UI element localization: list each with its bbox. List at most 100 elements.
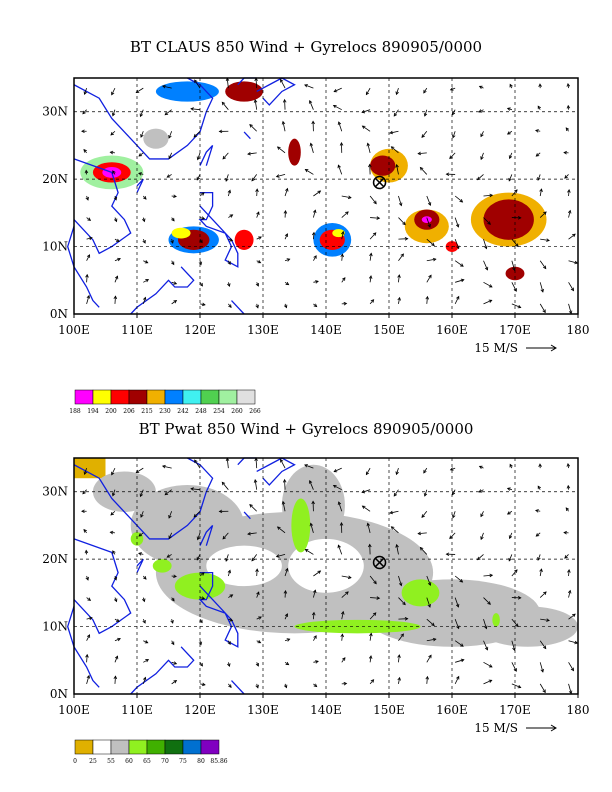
wind-arrow <box>143 659 149 663</box>
wind-arrowhead <box>173 281 178 285</box>
wind-arrowhead <box>342 277 346 281</box>
wind-arrow <box>341 575 352 579</box>
coastline <box>73 538 132 635</box>
reference-vector-head <box>550 344 557 352</box>
wind-arrowhead <box>390 146 395 150</box>
wind-arrowhead <box>88 236 93 241</box>
wind-arrowhead <box>282 98 287 103</box>
wind-arrowhead <box>142 598 146 603</box>
wind-arrow <box>112 489 116 496</box>
cloud-region <box>234 229 254 250</box>
wind-arrow <box>199 683 206 686</box>
reference-vector-label: 15 M/S <box>474 341 518 355</box>
wind-arrowhead <box>285 567 289 572</box>
wind-arrow <box>341 195 352 199</box>
wind-arrowhead <box>398 202 403 207</box>
wind-arrowhead <box>506 487 511 491</box>
wind-arrow <box>366 467 371 475</box>
wind-arrow <box>396 87 399 95</box>
wind-arrowhead <box>337 501 342 506</box>
wind-arrow <box>86 237 93 240</box>
legend-label: 85.86 <box>210 758 227 765</box>
panel1-title: BT CLAUS 850 Wind + Gyrelocs 890905/0000 <box>129 38 483 56</box>
wind-arrow <box>396 544 399 555</box>
wind-arrowhead <box>258 236 262 240</box>
coastline <box>136 178 144 193</box>
wind-arrow <box>564 174 569 179</box>
legend-swatch <box>164 389 184 405</box>
wind-arrow <box>483 661 493 668</box>
wind-arrow <box>398 597 406 605</box>
wind-arrow <box>454 296 460 305</box>
legend-label: 215 <box>141 408 153 415</box>
wind-arrowhead <box>161 84 166 89</box>
wind-arrowhead <box>376 216 381 220</box>
wind-arrowhead <box>539 568 543 573</box>
wind-arrow <box>424 109 428 117</box>
wind-arrowhead <box>365 91 370 96</box>
wind-arrowhead <box>138 533 143 537</box>
wind-arrowhead <box>138 552 142 556</box>
wind-arrow <box>393 109 399 117</box>
wind-arrowhead <box>565 127 570 131</box>
wind-arrow <box>313 255 317 261</box>
wind-arrowhead <box>478 465 483 469</box>
wind-arrowhead <box>395 163 399 168</box>
wind-arrow <box>539 188 542 197</box>
wind-arrow <box>226 78 229 89</box>
wind-arrowhead <box>537 105 541 110</box>
wind-arrowhead <box>341 230 345 235</box>
wind-arrowhead <box>255 282 259 287</box>
wind-arrow <box>420 547 428 555</box>
wind-arrowhead <box>315 660 319 664</box>
wind-arrow <box>452 109 456 115</box>
wind-arrowhead <box>563 150 567 155</box>
wind-arrowhead <box>566 104 571 109</box>
wind-arrowhead <box>218 509 223 514</box>
legend-label: 248 <box>195 408 207 415</box>
wind-arrow <box>304 464 314 469</box>
legend-label: 206 <box>123 408 135 415</box>
wind-arrow <box>84 467 87 475</box>
wind-arrowhead <box>456 295 460 300</box>
wind-arrow <box>221 482 229 490</box>
wind-arrow <box>362 505 371 512</box>
wind-arrow <box>164 109 172 116</box>
wind-arrowhead <box>168 514 172 519</box>
wind-arrowhead <box>343 301 348 306</box>
cloud-region <box>421 216 432 223</box>
pwat-region <box>152 559 172 573</box>
legend-swatch <box>128 739 148 755</box>
coastline <box>73 457 214 540</box>
wind-arrowhead <box>460 643 464 647</box>
x-tick-label: 180 <box>567 323 590 337</box>
wind-arrowhead <box>445 552 450 557</box>
wind-arrowhead <box>508 557 512 562</box>
wind-arrowhead <box>171 217 175 222</box>
wind-arrow <box>426 655 432 663</box>
wind-arrow <box>168 131 173 139</box>
wind-arrowhead <box>309 142 314 147</box>
wind-arrow <box>194 79 201 89</box>
wind-arrow <box>341 231 344 240</box>
wind-arrowhead <box>425 295 430 300</box>
wind-arrow <box>398 274 400 283</box>
wind-arrowhead <box>145 659 150 663</box>
wind-arrowhead <box>256 211 260 216</box>
wind-arrow <box>454 575 463 583</box>
wind-arrowhead <box>85 196 89 201</box>
wind-arrow <box>310 523 314 533</box>
wind-arrowhead <box>535 129 539 133</box>
legend-swatch <box>74 389 94 405</box>
wind-arrowhead <box>373 200 377 205</box>
wind-arrow <box>396 164 399 175</box>
wind-arrow <box>511 260 516 271</box>
wind-arrowhead <box>227 641 231 646</box>
wind-arrow <box>226 458 229 469</box>
wind-arrowhead <box>81 509 85 514</box>
y-tick-label: 30N <box>42 105 68 119</box>
wind-arrowhead <box>452 134 456 139</box>
wind-arrow <box>454 217 459 228</box>
wind-arrow <box>168 152 173 159</box>
wind-arrowhead <box>337 544 341 549</box>
